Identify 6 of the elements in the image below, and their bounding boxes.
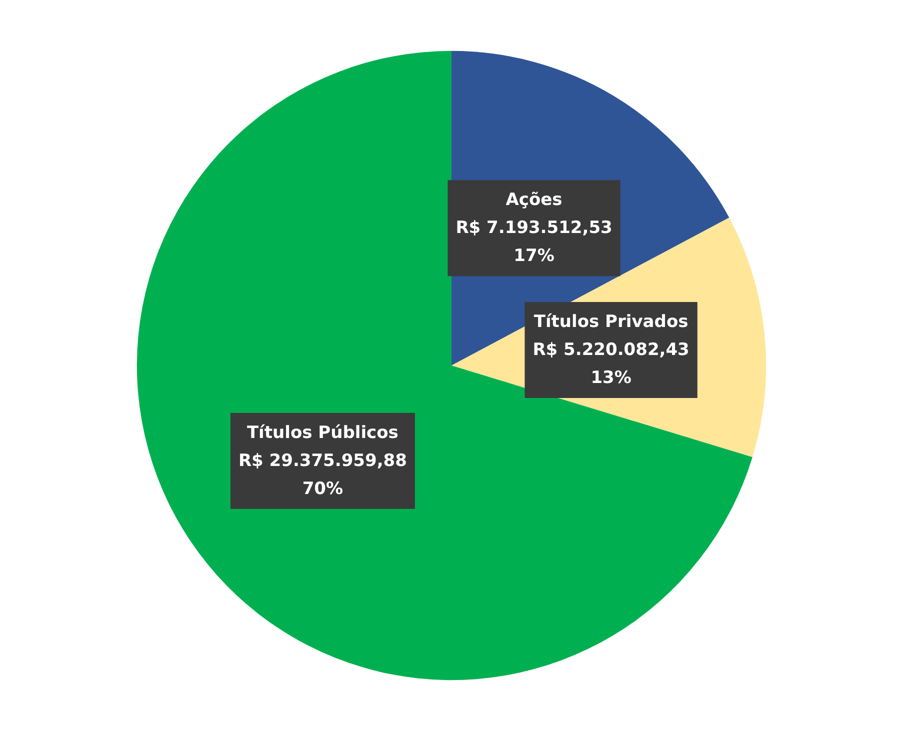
slice-label: Títulos Públicos (246, 422, 398, 443)
data-label: R$ 29.375.959,88 70% (238, 450, 407, 499)
slice-label: Títulos Privados (534, 312, 688, 332)
slice-label: Ações (506, 190, 562, 210)
data-label: R$ 5.220.082,43 13% (532, 340, 690, 388)
data-label: R$ 7.193.512,53 17% (456, 218, 612, 266)
